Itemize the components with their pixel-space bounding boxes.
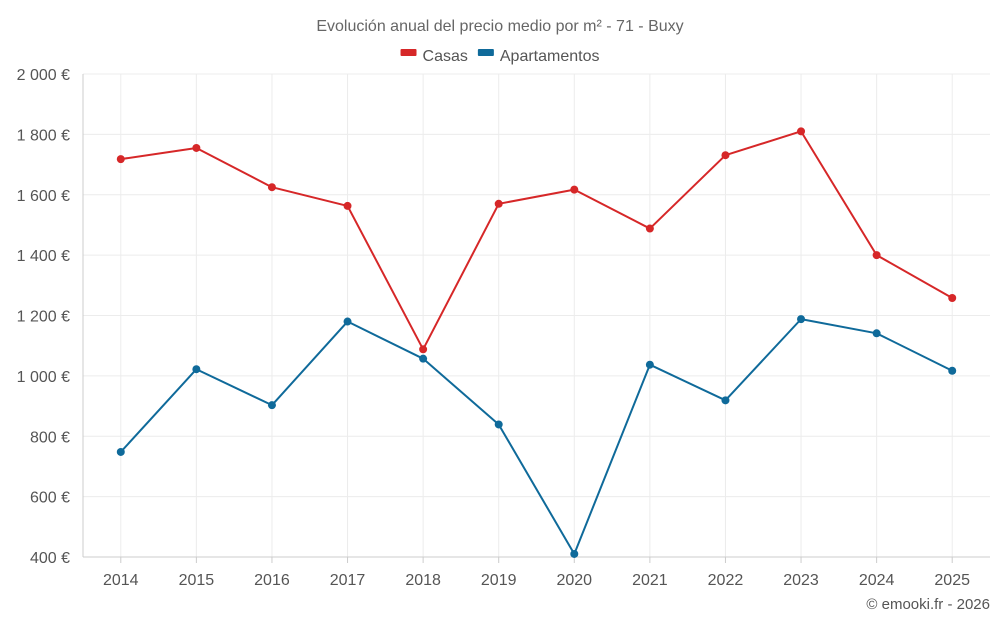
- data-point: [343, 317, 352, 326]
- grid: [83, 73, 990, 558]
- legend-item-apartamentos: Apartamentos: [477, 48, 600, 65]
- data-point: [343, 201, 352, 210]
- series-line: [120, 130, 953, 351]
- series-apartamentos: [116, 315, 957, 558]
- legend-swatch: [400, 49, 417, 56]
- data-point: [721, 151, 730, 160]
- legend-swatch: [477, 49, 494, 56]
- series-group: [116, 127, 957, 558]
- legend-label: Casas: [423, 48, 468, 65]
- data-point: [797, 315, 806, 324]
- data-point: [116, 155, 125, 164]
- x-tick-label: 2019: [481, 572, 517, 589]
- data-point: [494, 420, 503, 429]
- x-tick-label: 2015: [179, 572, 215, 589]
- data-point: [948, 293, 957, 302]
- x-tick-label: 2025: [934, 572, 970, 589]
- data-point: [948, 366, 957, 375]
- data-point: [797, 127, 806, 136]
- data-point: [570, 185, 579, 194]
- data-point: [419, 354, 428, 363]
- axes: 400 € 600 € 800 € 1 000 € 1 200 € 1 400 € 1 60…: [17, 67, 990, 589]
- y-tick-label: 1 600 €: [17, 188, 70, 205]
- x-tick-label: 2022: [708, 572, 744, 589]
- x-tick-label: 2020: [556, 572, 592, 589]
- y-tick-label: 600 €: [30, 490, 70, 507]
- data-point: [267, 401, 276, 410]
- series-casas: [116, 127, 957, 354]
- data-point: [116, 447, 125, 456]
- chart-title: Evolución anual del precio medio por m² …: [316, 18, 683, 35]
- y-tick-label: 1 000 €: [17, 369, 70, 386]
- credit-text: © emooki.fr - 2026: [866, 596, 990, 613]
- data-point: [267, 183, 276, 192]
- legend-label: Apartamentos: [500, 48, 600, 65]
- data-point: [570, 549, 579, 558]
- legend: Casas Apartamentos: [400, 48, 600, 65]
- y-tick-label: 800 €: [30, 429, 70, 446]
- series-line: [120, 318, 953, 555]
- data-point: [872, 329, 881, 338]
- data-point: [645, 224, 654, 233]
- y-tick-label: 1 200 €: [17, 309, 70, 326]
- data-point: [192, 143, 201, 152]
- x-tick-label: 2024: [859, 572, 895, 589]
- x-tick-label: 2017: [330, 572, 366, 589]
- legend-item-casas: Casas: [400, 48, 468, 65]
- data-point: [494, 199, 503, 208]
- y-tick-label: 400 €: [30, 550, 70, 567]
- y-tick-label: 2 000 €: [17, 67, 70, 84]
- x-tick-label: 2016: [254, 572, 290, 589]
- y-tick-label: 1 400 €: [17, 248, 70, 265]
- x-tick-label: 2021: [632, 572, 668, 589]
- x-tick-label: 2018: [405, 572, 441, 589]
- data-point: [872, 251, 881, 260]
- data-point: [192, 365, 201, 374]
- y-tick-label: 1 800 €: [17, 127, 70, 144]
- x-tick-label: 2014: [103, 572, 139, 589]
- data-point: [645, 360, 654, 369]
- x-tick-label: 2023: [783, 572, 819, 589]
- data-point: [419, 345, 428, 354]
- data-point: [721, 396, 730, 405]
